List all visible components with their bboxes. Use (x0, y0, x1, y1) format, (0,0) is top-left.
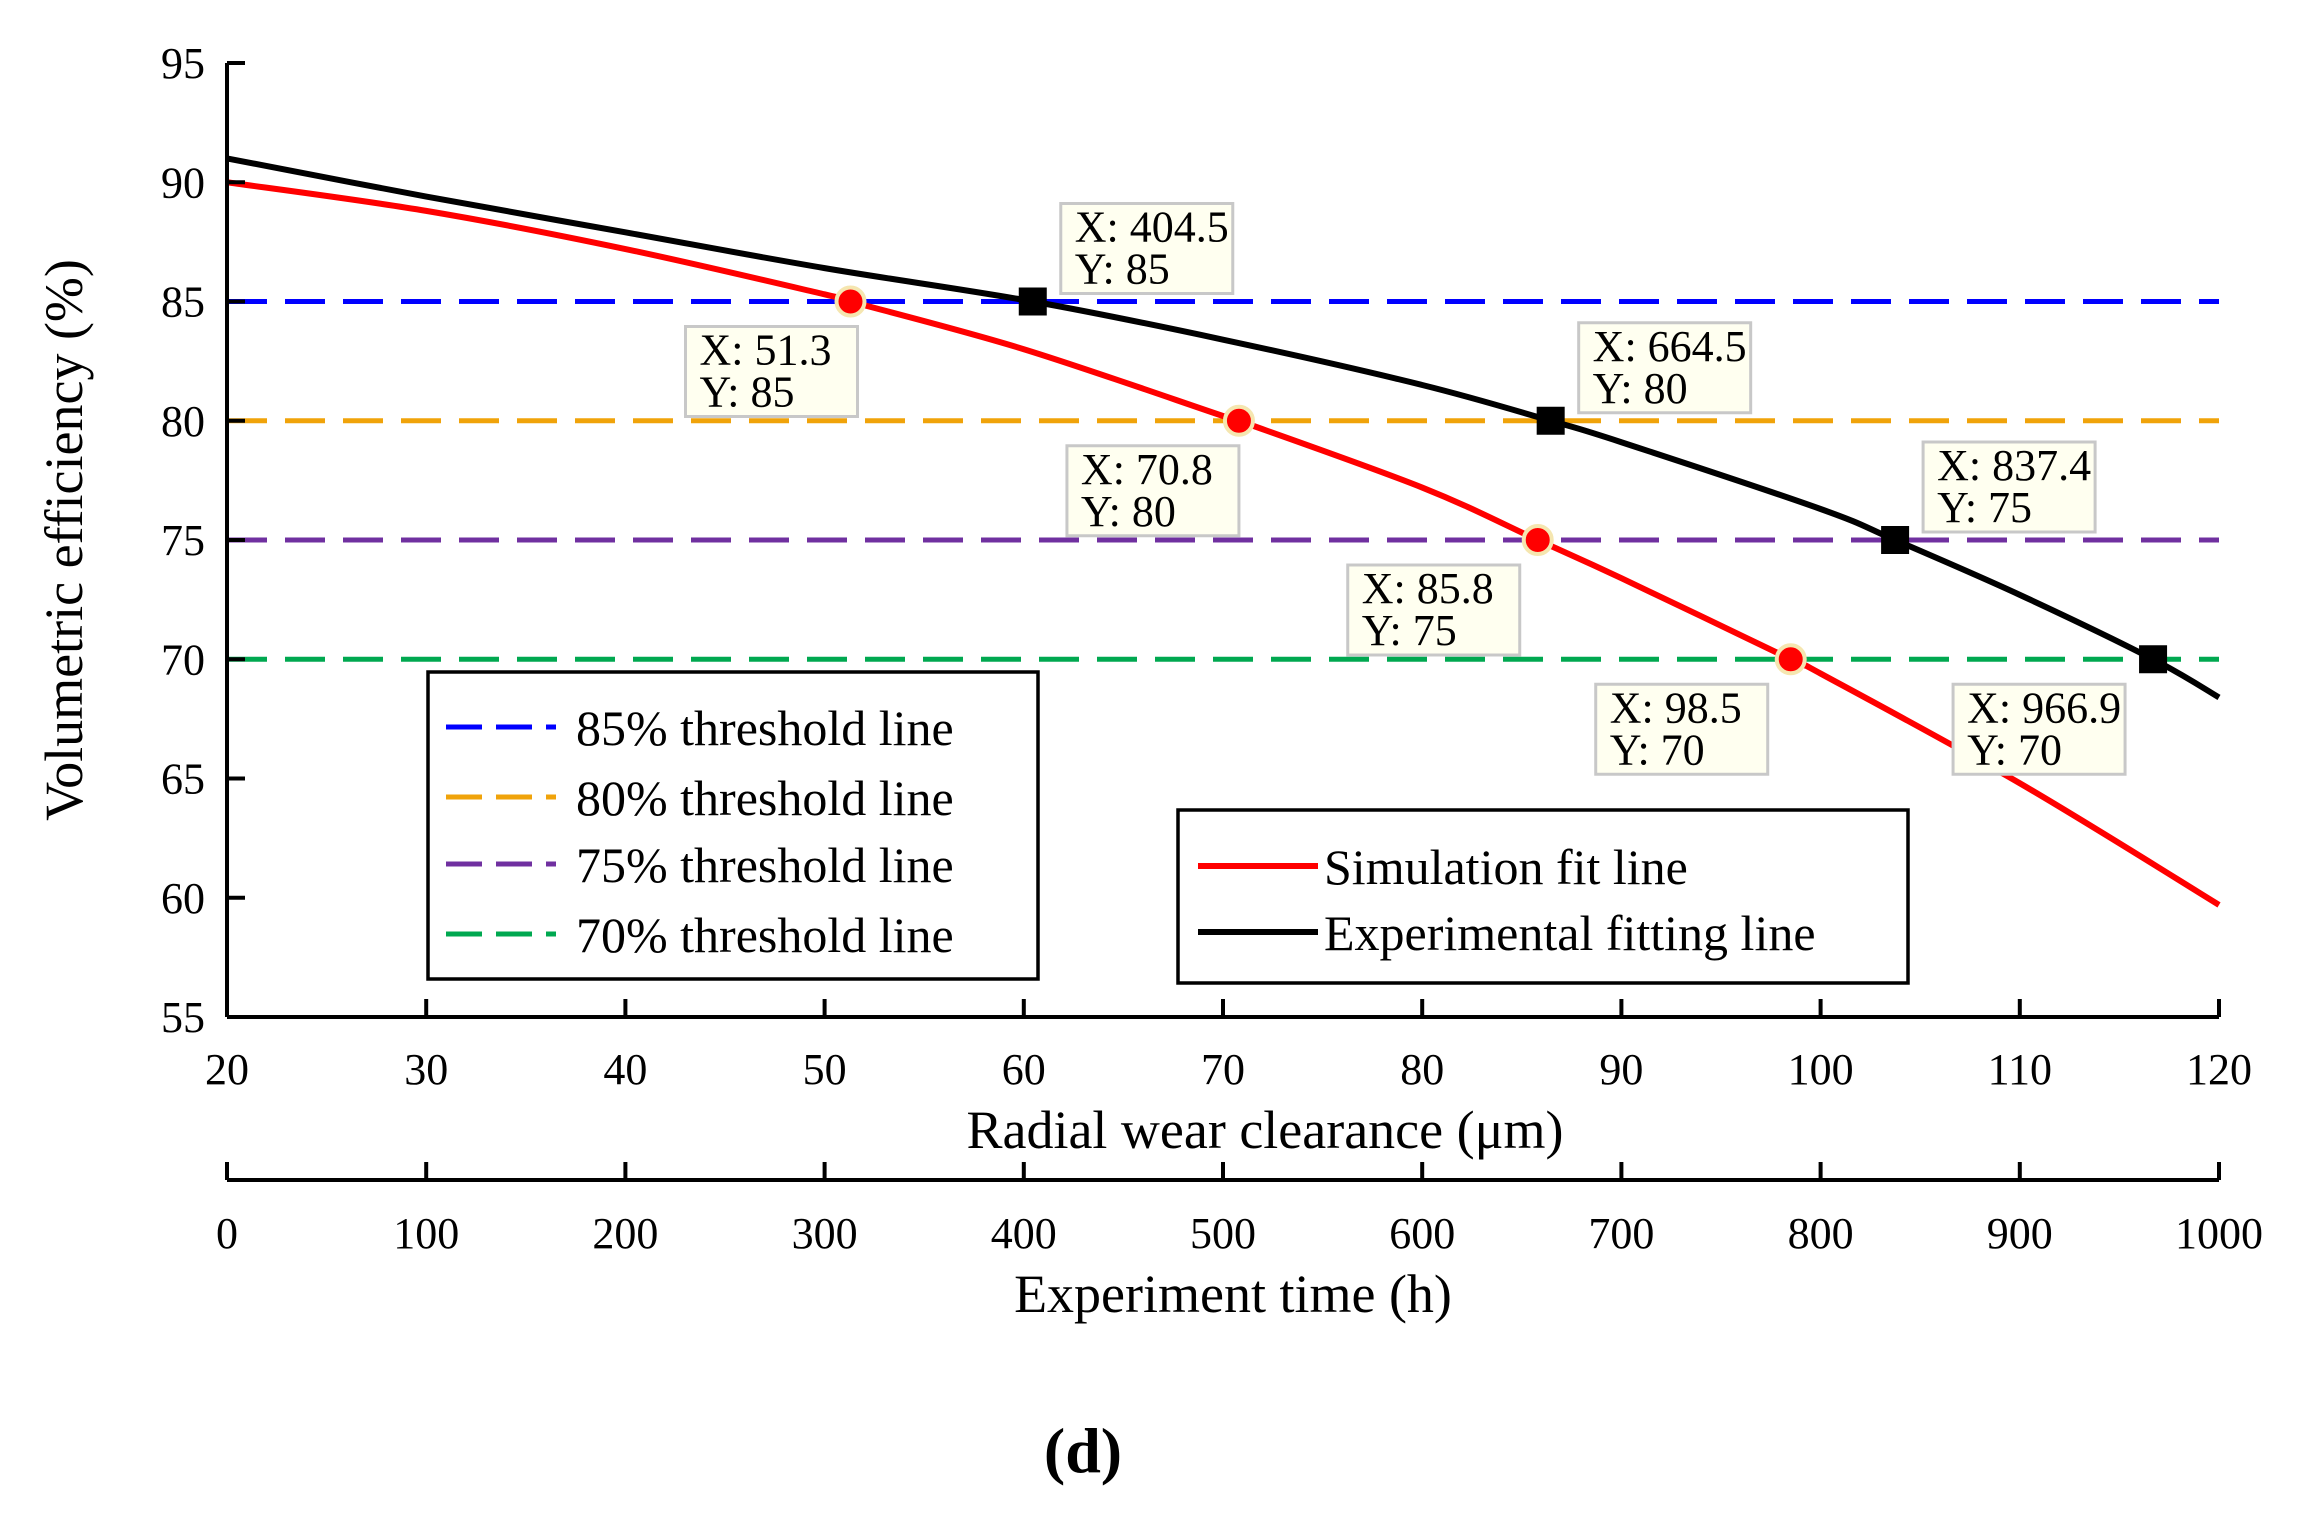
experimental-fitting-line (226, 155, 2221, 701)
simulation-callout-4-box (1594, 682, 1770, 776)
legend-label-85: 85% threshold line (576, 700, 954, 756)
simulation-callout-4-y-text: Y: 70 (1610, 725, 1705, 774)
simulation-point-3 (1521, 524, 1554, 556)
x-tick-label-40: 40 (603, 1045, 647, 1094)
experimental-callout-4-box (1951, 682, 2127, 776)
experimental-callout-2-y-text: Y: 80 (1593, 364, 1688, 413)
markers (834, 285, 2168, 676)
experimental-callout-4-x-text: X: 966.9 (1967, 683, 2121, 732)
series-legend-box (1176, 808, 1910, 985)
x-axis-title: Radial wear clearance (μm) (966, 1100, 1563, 1160)
experimental-callout-4: X: 966.9Y: 70 (1951, 682, 2127, 776)
x2-tick-label-600: 600 (1389, 1209, 1455, 1258)
y-tick-label-85: 85 (161, 278, 205, 327)
experimental-callout-1-box (1059, 202, 1235, 295)
x-tick-label-70: 70 (1201, 1045, 1245, 1094)
x2-tick-label-1000: 1000 (2175, 1209, 2263, 1258)
experimental-callout-3: X: 837.4Y: 75 (1921, 440, 2097, 534)
x-ticks: 20 30 40 50 60 70 80 90 100 110 120 (205, 999, 2252, 1094)
threshold-legend-box (426, 670, 1040, 981)
y-tick-label-75: 75 (161, 516, 205, 565)
x2-tick-label-0: 0 (216, 1209, 238, 1258)
y-tick-label-55: 55 (161, 993, 205, 1042)
simulation-callout-1-x-text: X: 51.3 (699, 326, 831, 375)
x-tick-label-90: 90 (1599, 1045, 1643, 1094)
legend-label-75: 75% threshold line (576, 837, 954, 893)
x-tick-label-60: 60 (1002, 1045, 1046, 1094)
simulation-callout-3-x-text: X: 85.8 (1362, 564, 1494, 613)
x-tick-label-80: 80 (1400, 1045, 1444, 1094)
series-legend: Simulation fit line Experimental fitting… (1176, 808, 1910, 985)
experimental-callout-3-x-text: X: 837.4 (1937, 441, 2091, 490)
x-tick-label-100: 100 (1788, 1045, 1854, 1094)
y-tick-label-70: 70 (161, 635, 205, 684)
experimental-callout-3-y-text: Y: 75 (1937, 483, 2032, 532)
threshold-legend: 85% threshold line 80% threshold line 75… (426, 670, 1040, 981)
x-tick-label-120: 120 (2186, 1045, 2252, 1094)
y-ticks: 55 60 65 70 75 80 85 90 95 (161, 39, 245, 1042)
x2-tick-label-500: 500 (1190, 1209, 1256, 1258)
simulation-point-4 (1774, 643, 1807, 676)
x2-tick-label-900: 900 (1987, 1209, 2053, 1258)
experimental-point-3 (1881, 526, 1910, 554)
simulation-callout-3-box (1346, 563, 1522, 657)
panel-label: (d) (1044, 1415, 1122, 1486)
simulation-callout-4: X: 98.5Y: 70 (1594, 682, 1770, 776)
simulation-callout-2-box (1065, 444, 1241, 538)
y-tick-label-95: 95 (161, 39, 205, 88)
simulation-callout-4-x-text: X: 98.5 (1610, 683, 1742, 732)
x2-tick-label-400: 400 (991, 1209, 1057, 1258)
legend-label-80: 80% threshold line (576, 770, 954, 826)
x2-tick-label-300: 300 (792, 1209, 858, 1258)
y-axis-title: Volumetric efficiency (%) (34, 259, 94, 821)
x-tick-label-110: 110 (1988, 1045, 2052, 1094)
simulation-callout-2-y-text: Y: 80 (1081, 487, 1176, 536)
x2-axis-title: Experiment time (h) (1014, 1264, 1452, 1324)
legend-label-experimental: Experimental fitting line (1324, 905, 1816, 961)
x2-tick-label-700: 700 (1588, 1209, 1654, 1258)
x2-ticks: 0 100 200 300 400 500 600 700 800 900 1000 (216, 1162, 2263, 1258)
simulation-point-1 (834, 285, 867, 318)
simulation-point-2 (1222, 404, 1255, 437)
simulation-callout-3: X: 85.8Y: 75 (1346, 563, 1522, 657)
experimental-point-4 (2139, 645, 2168, 674)
x-tick-label-30: 30 (404, 1045, 448, 1094)
simulation-callout-1-y-text: Y: 85 (699, 368, 794, 417)
legend-label-70: 70% threshold line (576, 907, 954, 963)
simulation-callout-2: X: 70.8Y: 80 (1065, 444, 1241, 538)
legend-label-simulation: Simulation fit line (1324, 839, 1688, 895)
experimental-callout-1-y-text: Y: 85 (1075, 245, 1170, 294)
experimental-callout-2-x-text: X: 664.5 (1593, 322, 1747, 371)
simulation-callout-1: X: 51.3Y: 85 (683, 325, 859, 418)
x2-tick-label-200: 200 (592, 1209, 658, 1258)
simulation-callout-3-y-text: Y: 75 (1362, 606, 1457, 655)
simulation-callout-2-x-text: X: 70.8 (1081, 445, 1213, 494)
callouts: X: 51.3Y: 85X: 70.8Y: 80X: 85.8Y: 75X: 9… (683, 202, 2127, 776)
experimental-callout-2: X: 664.5Y: 80 (1577, 321, 1753, 415)
experimental-callout-2-box (1577, 321, 1753, 415)
x-tick-label-50: 50 (803, 1045, 847, 1094)
experimental-callout-4-y-text: Y: 70 (1967, 725, 2062, 774)
y-tick-label-80: 80 (161, 397, 205, 446)
experimental-point-1 (1018, 287, 1047, 316)
y-tick-label-60: 60 (161, 874, 205, 923)
experimental-callout-1: X: 404.5Y: 85 (1059, 202, 1235, 295)
x-tick-label-20: 20 (205, 1045, 249, 1094)
y-tick-label-65: 65 (161, 755, 205, 804)
x2-tick-label-800: 800 (1788, 1209, 1854, 1258)
experimental-callout-3-box (1921, 440, 2097, 534)
x2-tick-label-100: 100 (393, 1209, 459, 1258)
experimental-callout-1-x-text: X: 404.5 (1075, 203, 1229, 252)
y-tick-label-90: 90 (161, 158, 205, 207)
simulation-callout-1-box (683, 325, 859, 418)
experimental-point-2 (1536, 406, 1565, 435)
